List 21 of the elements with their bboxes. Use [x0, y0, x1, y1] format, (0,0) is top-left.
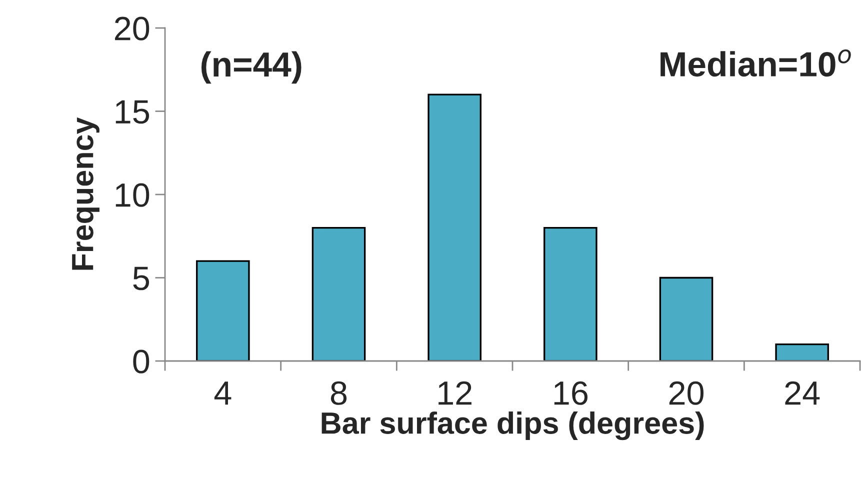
x-tick-label: 4 [214, 382, 232, 405]
x-tick-label: 24 [785, 381, 820, 405]
x-tick-label: 8 [330, 381, 347, 405]
y-axis-title: Frequency [72, 117, 100, 270]
y-tick-label: 0 [133, 350, 150, 374]
y-tick-label: 15 [116, 100, 150, 124]
bar [775, 344, 829, 361]
x-tick-label: 16 [554, 381, 588, 405]
annotation: Median=10$^{o}$ [660, 49, 851, 77]
bar [196, 260, 250, 361]
bar [428, 94, 482, 361]
x-tick-label: 12 [438, 381, 472, 405]
bar [544, 226, 598, 361]
annotation: (n=44) [201, 51, 302, 84]
y-tick-label: 5 [133, 266, 150, 290]
y-tick-label: 10 [116, 183, 150, 207]
bar [312, 226, 366, 361]
x-tick-label: 20 [669, 381, 704, 405]
x-axis-title: Bar surface dips (degrees) [322, 412, 704, 440]
bar [659, 276, 714, 361]
y-tick-label: 20 [115, 16, 150, 40]
